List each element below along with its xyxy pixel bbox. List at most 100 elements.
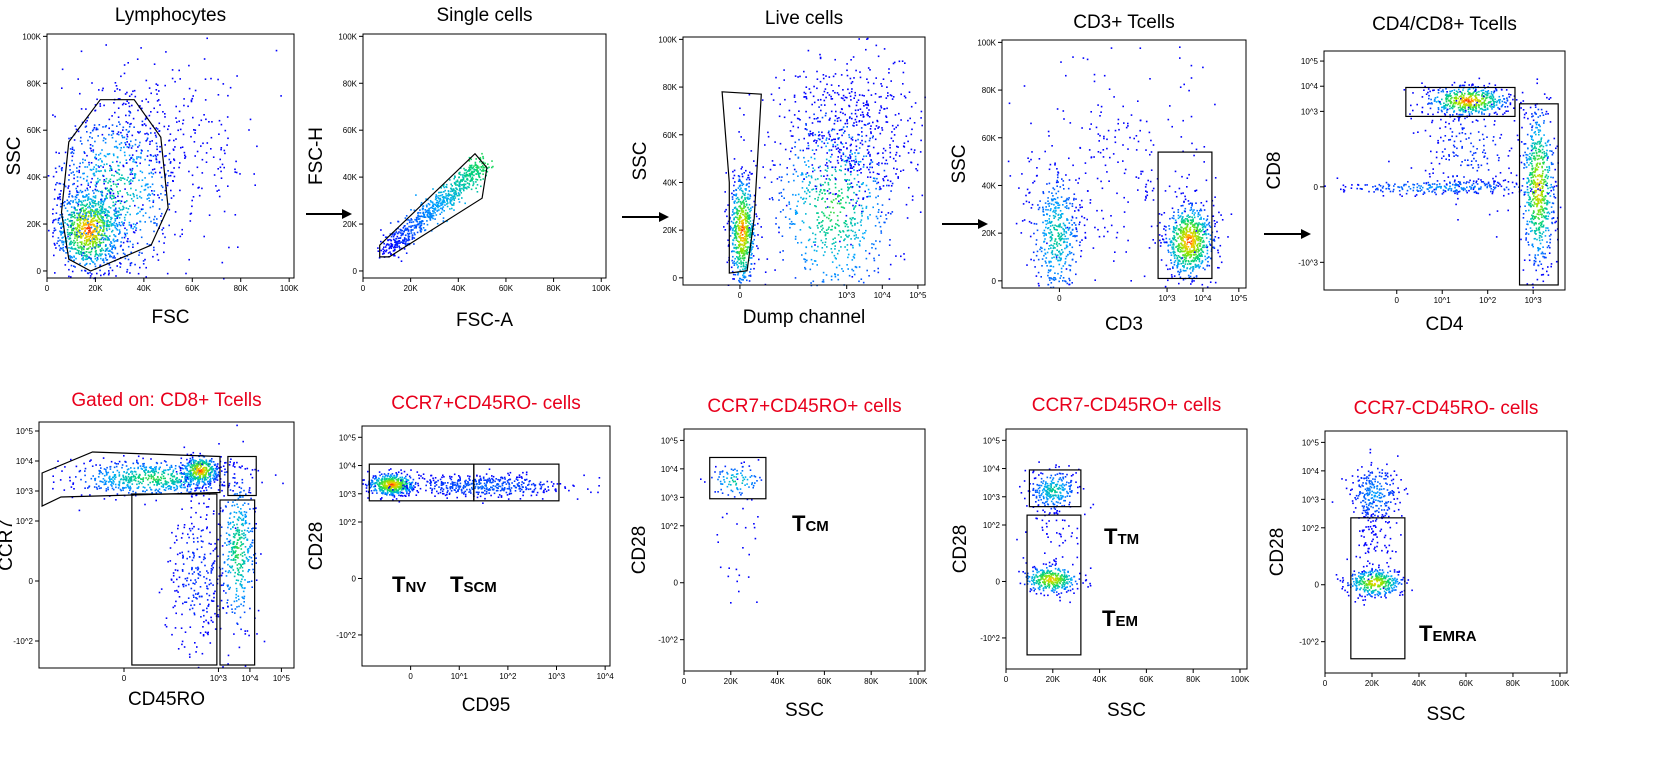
event-dot xyxy=(98,245,100,248)
event-dot xyxy=(827,182,830,184)
event-dot xyxy=(68,232,71,234)
event-dot xyxy=(830,211,832,214)
event-dot xyxy=(52,208,54,211)
event-dot xyxy=(451,207,453,210)
event-dot xyxy=(1184,198,1187,201)
event-dot xyxy=(816,219,819,221)
event-dot xyxy=(1202,204,1205,207)
event-dot xyxy=(1212,215,1215,217)
event-dot xyxy=(436,205,439,207)
event-dot xyxy=(737,187,740,189)
event-dot xyxy=(817,178,819,180)
event-dot xyxy=(421,215,424,218)
event-dot xyxy=(739,234,742,237)
event-dot xyxy=(119,190,121,192)
event-dot xyxy=(745,261,747,264)
event-dot xyxy=(1193,260,1195,263)
event-dot xyxy=(468,182,470,185)
event-dot xyxy=(94,236,97,238)
event-dot xyxy=(107,250,110,252)
event-dot xyxy=(116,224,119,226)
event-dot xyxy=(223,277,225,280)
event-dot xyxy=(745,242,747,244)
event-dot xyxy=(789,208,792,210)
event-dot xyxy=(217,78,219,81)
event-dot xyxy=(852,198,854,201)
event-dot xyxy=(1201,246,1204,249)
event-dot xyxy=(78,191,80,194)
event-dot xyxy=(742,213,744,216)
event-dot xyxy=(419,222,421,224)
event-dot xyxy=(135,229,137,232)
event-dot xyxy=(169,161,172,163)
event-dot xyxy=(817,166,820,169)
event-dot xyxy=(447,190,450,193)
event-dot xyxy=(1174,219,1177,222)
event-dot xyxy=(76,176,79,178)
event-dot xyxy=(738,218,741,220)
event-dot xyxy=(854,206,856,208)
event-dot xyxy=(107,210,109,212)
event-dot xyxy=(913,149,916,151)
event-dot xyxy=(464,180,466,183)
event-dot xyxy=(132,200,135,202)
event-dot xyxy=(740,263,742,265)
event-dot xyxy=(410,221,413,224)
event-dot xyxy=(105,180,107,183)
event-dot xyxy=(1204,258,1207,261)
event-dot xyxy=(456,179,459,182)
event-dot xyxy=(740,168,743,170)
event-dot xyxy=(745,209,747,212)
event-dot xyxy=(854,109,857,112)
event-dot xyxy=(78,226,81,229)
event-dot xyxy=(819,138,821,141)
event-dot xyxy=(124,188,126,190)
event-dot xyxy=(466,182,469,184)
event-dot xyxy=(144,177,146,179)
event-dot xyxy=(911,195,914,198)
event-dot xyxy=(101,210,103,213)
event-dot xyxy=(834,248,836,250)
event-dot xyxy=(858,94,861,96)
event-dot xyxy=(829,135,831,138)
event-dot xyxy=(124,227,126,230)
event-dot xyxy=(73,177,75,180)
event-dot xyxy=(839,202,841,205)
event-dot xyxy=(1200,262,1203,265)
event-dot xyxy=(148,200,151,202)
event-dot xyxy=(852,56,855,58)
event-dot xyxy=(80,237,83,239)
event-dot xyxy=(741,166,743,168)
event-dot xyxy=(837,195,840,197)
event-dot xyxy=(87,196,90,198)
event-dot xyxy=(824,169,827,171)
event-dot xyxy=(746,237,749,240)
event-dot xyxy=(205,152,208,154)
event-dot xyxy=(113,213,115,216)
event-dot xyxy=(1168,238,1171,240)
x-tick-label: 10^4 xyxy=(874,291,892,300)
event-dot xyxy=(149,154,152,156)
event-dot xyxy=(61,240,63,242)
event-dot xyxy=(731,214,734,216)
event-dot xyxy=(888,244,891,246)
event-dot xyxy=(1182,262,1184,264)
event-dot xyxy=(432,188,434,190)
event-dot xyxy=(804,258,806,261)
event-dot xyxy=(1179,268,1182,271)
event-dot xyxy=(790,135,793,137)
event-dot xyxy=(80,204,82,206)
event-dot xyxy=(141,150,143,152)
event-dot xyxy=(744,276,747,278)
event-dot xyxy=(108,127,110,130)
event-dot xyxy=(174,211,177,213)
event-dot xyxy=(748,251,750,254)
event-dot xyxy=(112,201,115,204)
event-dot xyxy=(445,186,448,189)
event-dot xyxy=(1190,223,1192,225)
event-dot xyxy=(434,212,436,214)
event-dot xyxy=(60,230,63,233)
event-dot xyxy=(101,208,104,211)
event-dot xyxy=(888,198,891,201)
event-dot xyxy=(1192,237,1195,239)
